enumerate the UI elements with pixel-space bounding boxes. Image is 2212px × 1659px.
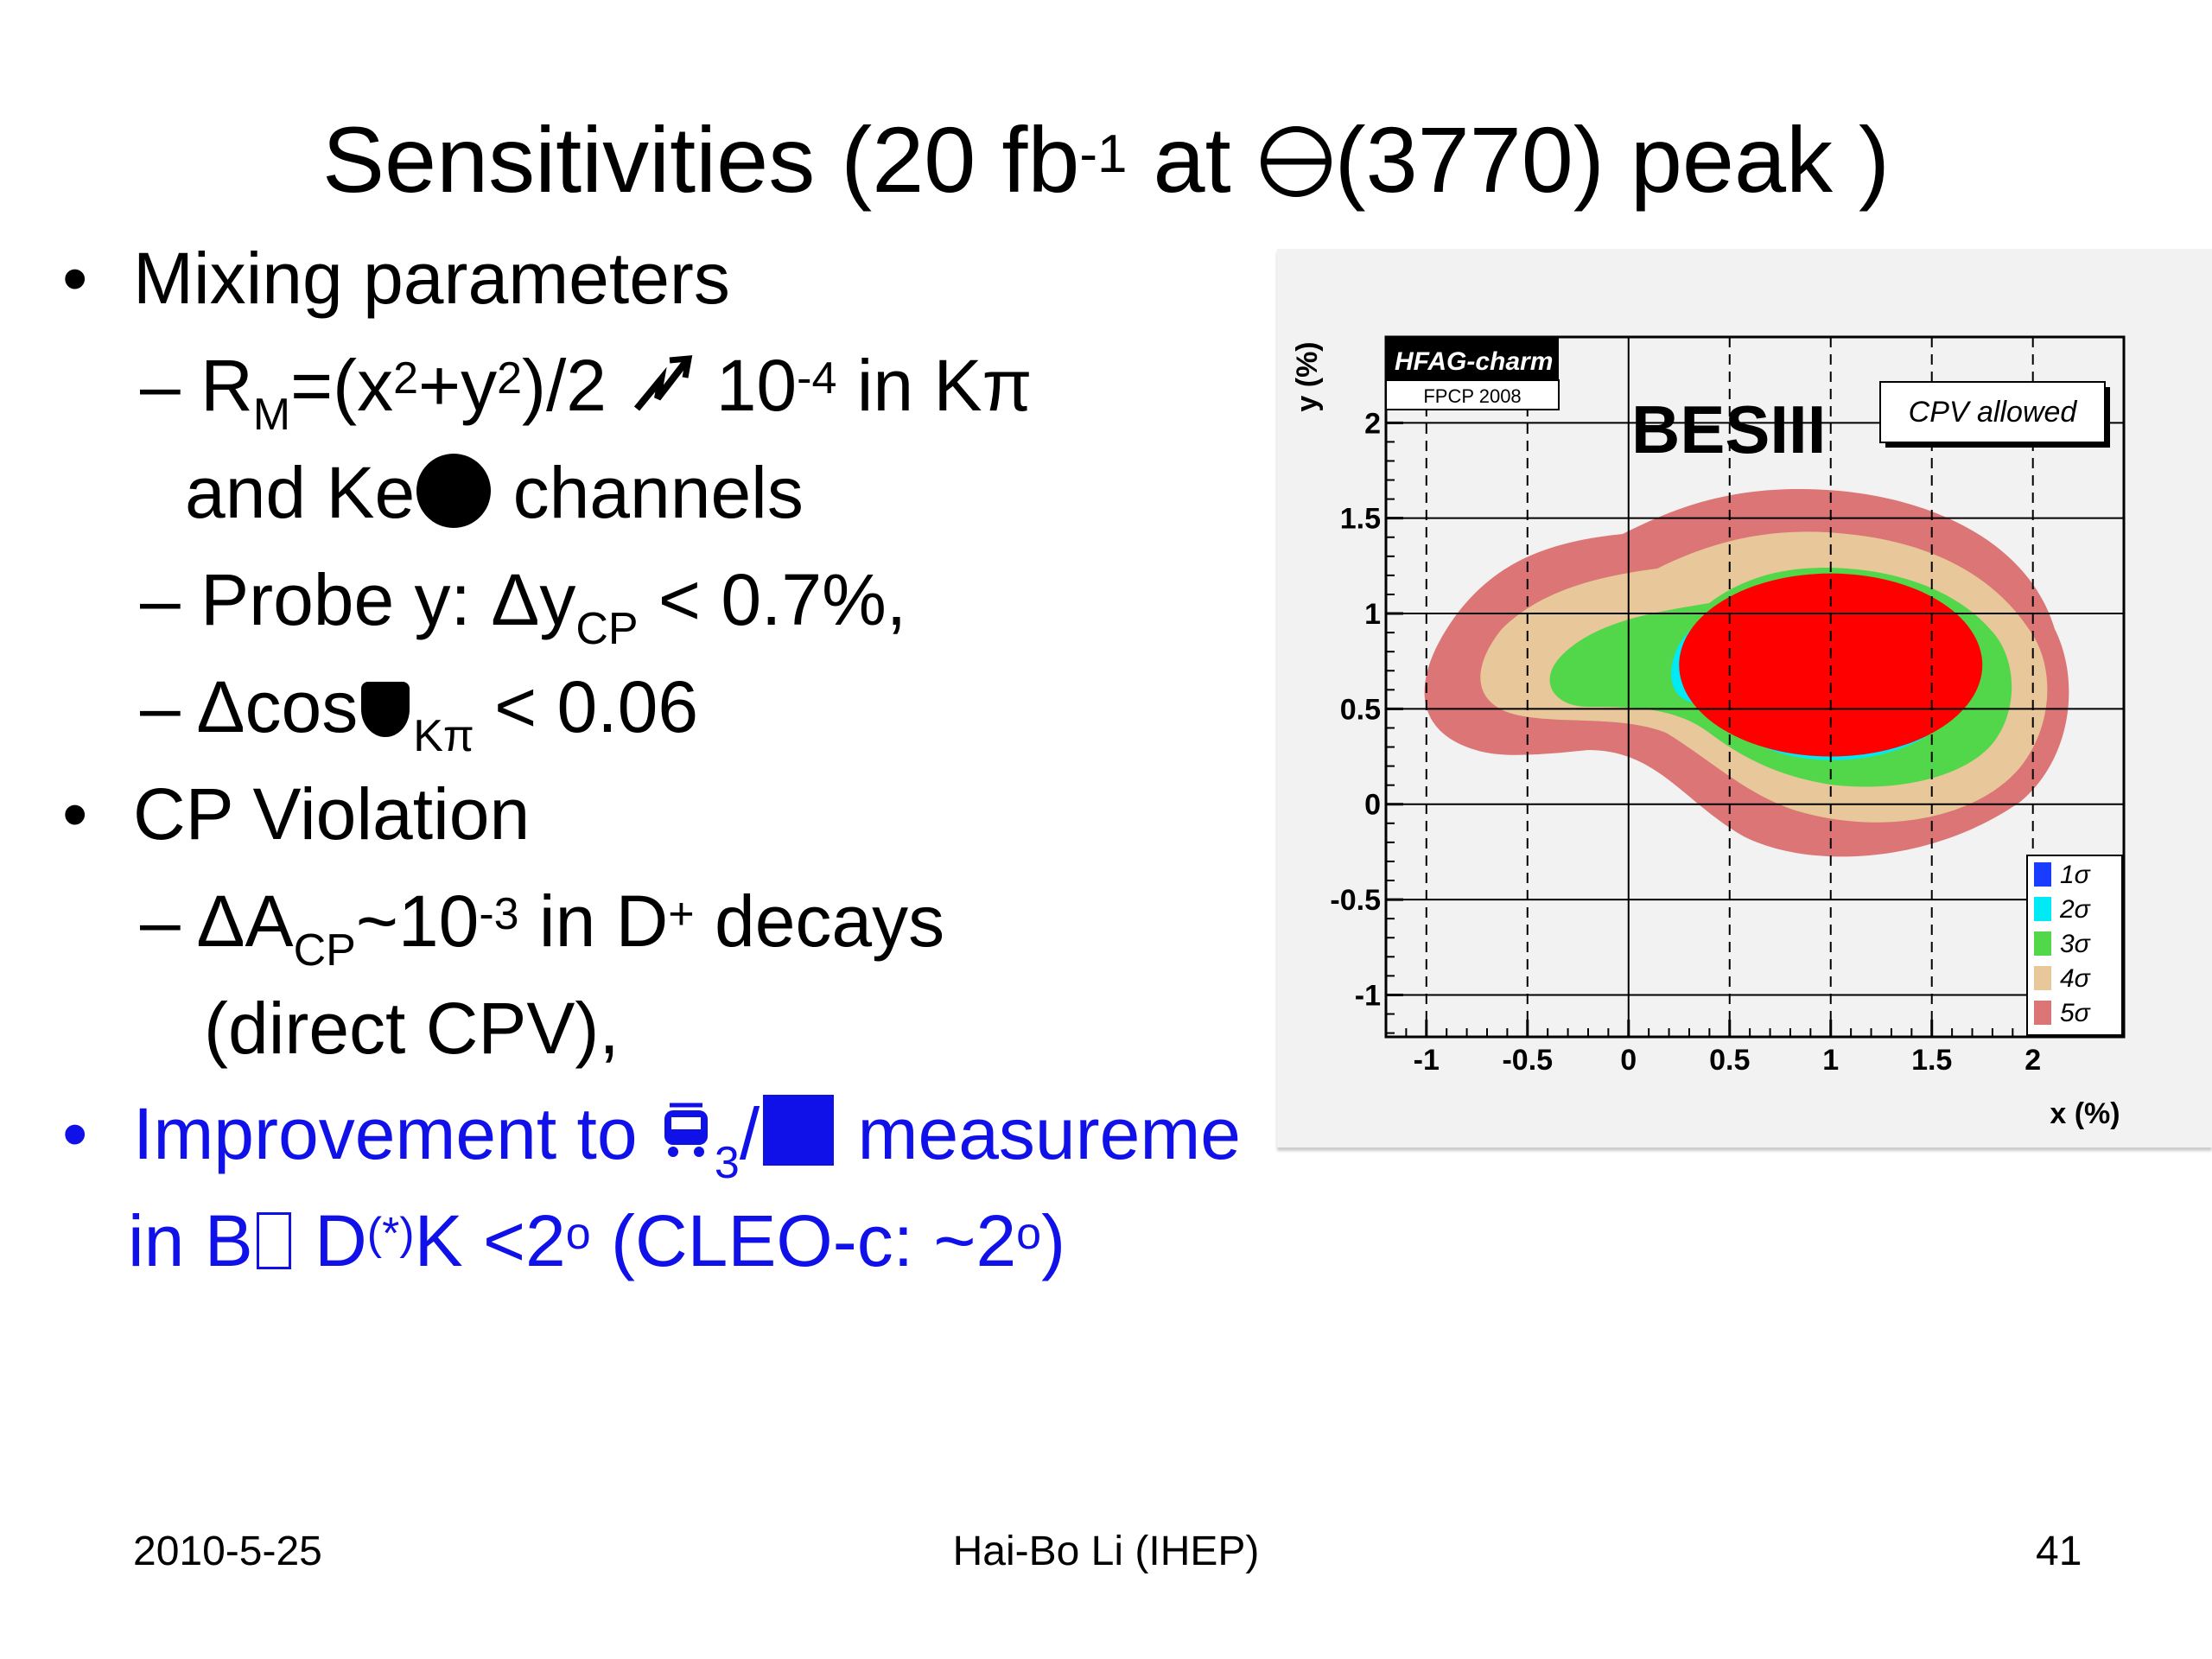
sigma-legend: 1σ 2σ 3σ 4σ 5σ (2026, 855, 2123, 1036)
bullet-improvement: Improvement to 3/ measureme (133, 1093, 1242, 1188)
hfag-badge-title: HFAG-charm (1395, 347, 1553, 376)
bullet-icon: • (62, 1093, 88, 1174)
psi-symbol-icon (1260, 126, 1332, 197)
contour-plot: -1 -0.5 0 0.5 1 1.5 2 -1 -0.5 0 0.5 1 1.5 2 y (%) x (… (1291, 335, 2126, 1130)
cpv-allowed-label: CPV allowed (1909, 396, 2078, 429)
x-tick-label: 1.5 (1911, 1044, 1952, 1077)
hfag-badge-subtitle: FPCP 2008 (1423, 385, 1521, 407)
y-tick-label: 2 (1364, 407, 1381, 440)
red-ellipse-region (1679, 573, 1983, 757)
legend-swatch-4 (2034, 966, 2051, 990)
footer-date: 2010-5-25 (133, 1529, 322, 1574)
footer-author: Hai-Bo Li (IHEP) (952, 1529, 1260, 1574)
besiii-label: BESIII (1631, 391, 1826, 467)
line-delta-cos: – Δcos Kπ < 0.06 (140, 666, 699, 761)
footer-page-number: 41 (2036, 1529, 2082, 1574)
cpv-allowed-box: CPV allowed (1879, 381, 2110, 448)
x-tick-label: 0 (1620, 1044, 1637, 1077)
x-tick-label: -1 (1414, 1044, 1440, 1077)
contour-plot-panel: -1 -0.5 0 0.5 1 1.5 2 -1 -0.5 0 0.5 1 1.5 2 y (%) x (… (1277, 249, 2212, 1147)
legend-label-1: 1σ (2060, 861, 2092, 889)
line-direct-cpv: (direct CPV), (204, 988, 620, 1069)
x-tick-label: 2 (2024, 1044, 2041, 1077)
legend-swatch-5 (2034, 1001, 2051, 1025)
legend-swatch-1 (2034, 862, 2051, 887)
y-tick-label: -0.5 (1330, 884, 1381, 917)
bullet-icon: • (62, 238, 88, 319)
line-rm-definition: – RM=(x2+y2)/2 10-4 in Kπ (140, 345, 1033, 440)
plot-ticks: -1 -0.5 0 0.5 1 1.5 2 -1 -0.5 0 0.5 1 1.5 2 (1330, 346, 2115, 1077)
x-tick-label: 1 (1822, 1044, 1839, 1077)
y-tick-label: -1 (1355, 979, 1381, 1012)
approx-arrow-icon (634, 355, 693, 411)
bullet-icon: • (62, 773, 88, 855)
y-tick-label: 0 (1364, 789, 1381, 822)
y-tick-label: 1 (1364, 598, 1381, 631)
bullet-cp-violation: CP Violation (133, 773, 531, 855)
slide-title: Sensitivities (20 fb-1 at (3770) peak ) (322, 107, 1890, 212)
bullet-mixing-parameters: Mixing parameters (133, 238, 730, 319)
nu-symbol-icon (416, 454, 492, 528)
x-tick-label: 0.5 (1709, 1044, 1750, 1077)
hfag-badge: HFAG-charm FPCP 2008 (1385, 337, 1560, 410)
line-probe-y: – Probe y: ΔyCP < 0.7%, (140, 559, 907, 654)
legend-label-2: 2σ (2059, 895, 2092, 924)
line-delta-acp: – ΔACP~10-3 in D+ decays (140, 880, 945, 976)
plot-grid (1386, 337, 2124, 1037)
legend-swatch-3 (2034, 931, 2051, 956)
legend-label-3: 3σ (2060, 930, 2092, 958)
x-axis-label: x (%) (2050, 1097, 2120, 1130)
y-tick-label: 1.5 (1340, 503, 1381, 536)
line-channels: and Ke channels (185, 452, 804, 533)
y-axis-label: y (%) (1291, 341, 1324, 411)
legend-label-5: 5σ (2060, 999, 2092, 1027)
gamma-symbol-icon (664, 1103, 708, 1157)
contour-regions (1424, 489, 2069, 857)
legend-label-4: 4σ (2060, 964, 2092, 993)
phi-symbol-icon (763, 1095, 835, 1166)
y-tick-label: 0.5 (1340, 693, 1381, 726)
arrow-glyph-icon (256, 1212, 291, 1269)
legend-swatch-2 (2034, 897, 2051, 921)
x-tick-label: -0.5 (1502, 1044, 1553, 1077)
delta-symbol-icon (361, 682, 410, 737)
plot-frame (1384, 335, 2126, 1039)
line-b-decay: in B D(*)K <2o (CLEO-c: ~2o) (128, 1200, 1066, 1281)
